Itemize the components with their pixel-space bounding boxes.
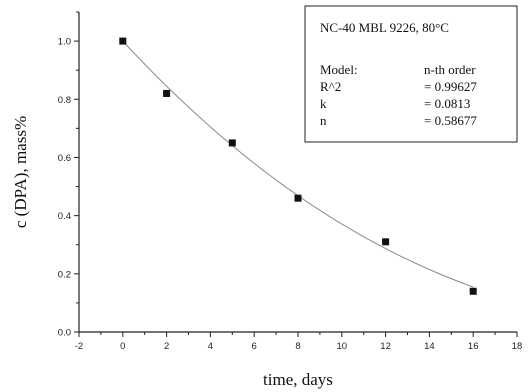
x-tick-label: 14 [424, 341, 435, 352]
x-axis-title: time, days [263, 370, 333, 389]
data-point [382, 238, 390, 246]
y-tick-label: 1.0 [58, 37, 71, 48]
x-tick-label: 6 [252, 341, 257, 352]
y-tick-label: 0.2 [58, 269, 71, 280]
x-tick-label: 2 [164, 341, 169, 352]
x-tick-label: 12 [380, 341, 391, 352]
x-tick-label: 4 [208, 341, 213, 352]
legend-frame [304, 5, 518, 143]
data-point [228, 139, 236, 147]
y-tick-label: 0.4 [58, 211, 71, 222]
y-tick-label: 0.8 [58, 95, 71, 106]
legend-row-label: Model: [320, 62, 358, 77]
y-tick-label: 0.0 [58, 328, 71, 339]
data-points [119, 37, 477, 295]
x-tick-label: 0 [120, 341, 125, 352]
legend-row-value: = 0.58677 [424, 113, 477, 128]
legend-row-value: = 0.0813 [424, 96, 470, 111]
data-point [294, 194, 302, 202]
x-tick-label: 8 [295, 341, 300, 352]
legend-box: NC-40 MBL 9226, 80°C Model: n-th order R^2… [304, 5, 518, 143]
x-tick-label: 18 [512, 341, 523, 352]
x-tick-label: -2 [75, 341, 83, 352]
legend-row-label: k [320, 96, 327, 111]
legend-title: NC-40 MBL 9226, 80°C [320, 20, 449, 35]
data-point [119, 37, 127, 45]
legend-row-value: = 0.99627 [424, 79, 477, 94]
x-tick-label: 10 [337, 341, 348, 352]
x-ticks: -2 0 2 4 6 8 10 12 14 16 18 [75, 332, 523, 352]
y-tick-label: 0.6 [58, 153, 71, 164]
legend-rows: Model: n-th order R^2 = 0.99627 k = 0.0813 n = … [320, 62, 477, 128]
legend-row-label: n [320, 113, 327, 128]
legend-row-value: n-th order [424, 62, 476, 77]
y-axis-title: c (DPA), mass% [11, 116, 30, 228]
y-ticks: 0.0 0.2 0.4 0.6 0.8 1.0 [58, 11, 79, 339]
x-tick-label: 16 [468, 341, 479, 352]
data-point [163, 89, 171, 97]
legend-row-label: R^2 [320, 79, 341, 94]
data-point [469, 287, 477, 295]
